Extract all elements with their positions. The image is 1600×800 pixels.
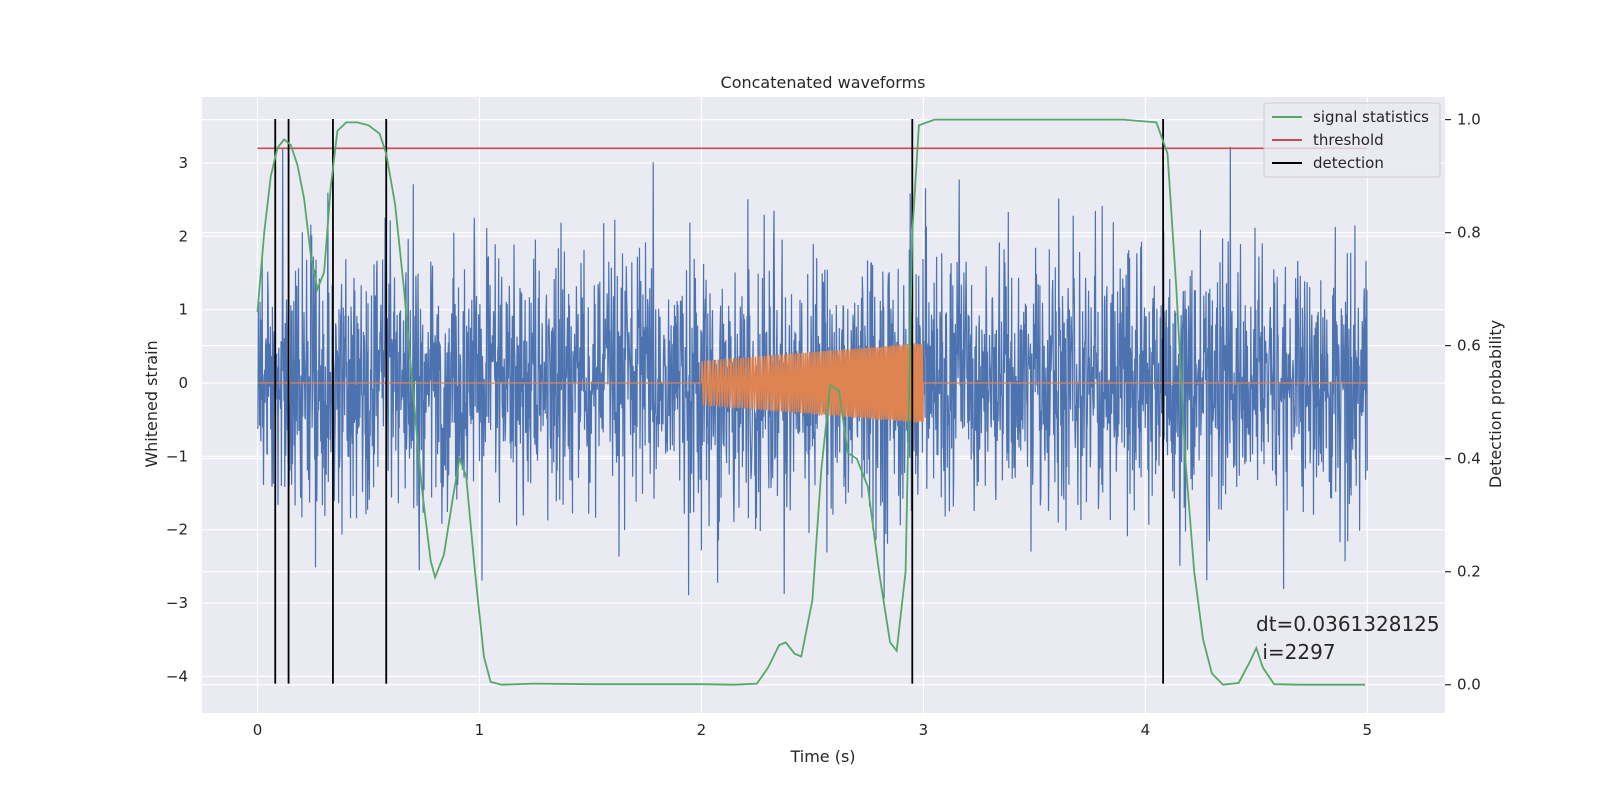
y-tick-label-2: 1 xyxy=(178,301,188,319)
legend: signal statistics threshold detection xyxy=(1263,102,1441,178)
y-axis-ticks: 3 2 1 0 −1 −2 −3 −4 xyxy=(166,154,188,685)
y2-tick-label-4: 0.2 xyxy=(1457,563,1481,581)
y-tick-label-0: 3 xyxy=(178,154,188,172)
y2-tick-label-1: 0.8 xyxy=(1457,224,1481,242)
strain-series xyxy=(256,146,1368,599)
x-axis-ticks: 0 1 2 3 4 5 xyxy=(253,721,1372,739)
y2-axis-label: Detection probability xyxy=(1486,320,1505,488)
y-tick-label-3: 0 xyxy=(178,374,188,392)
plot-area xyxy=(202,97,1445,713)
x-axis-label: Time (s) xyxy=(789,747,855,766)
legend-label-detection: detection xyxy=(1313,154,1384,172)
chart-title: Concatenated waveforms xyxy=(721,73,926,92)
y2-tick-label-5: 0.0 xyxy=(1457,676,1481,694)
y2-tick-label-3: 0.4 xyxy=(1457,450,1481,468)
y-tick-label-1: 2 xyxy=(178,227,188,245)
signal-statistics-series xyxy=(256,118,1366,686)
x-tick-label-1: 1 xyxy=(475,721,485,739)
y-tick-label-6: −3 xyxy=(166,594,188,612)
y2-tick-label-2: 0.6 xyxy=(1457,337,1481,355)
y2-tick-label-0: 1.0 xyxy=(1457,111,1481,129)
legend-label-signal-statistics: signal statistics xyxy=(1313,108,1429,126)
x-tick-label-5: 5 xyxy=(1363,721,1373,739)
legend-box xyxy=(1263,102,1441,178)
y-tick-label-7: −4 xyxy=(166,667,188,685)
x-tick-label-3: 3 xyxy=(919,721,929,739)
injected-signal-series xyxy=(257,343,1368,423)
y-tick-label-5: −2 xyxy=(166,521,188,539)
y-axis-label: Whitened strain xyxy=(142,340,161,467)
detection-lines xyxy=(274,119,1165,684)
y2-axis-ticks: 1.0 0.8 0.6 0.4 0.2 0.0 xyxy=(1445,111,1481,694)
x-tick-label-2: 2 xyxy=(697,721,707,739)
x-tick-label-4: 4 xyxy=(1141,721,1151,739)
x-tick-label-0: 0 xyxy=(253,721,263,739)
legend-label-threshold: threshold xyxy=(1313,131,1384,149)
y-tick-label-4: −1 xyxy=(166,447,188,465)
annotation-dt: dt=0.0361328125 xyxy=(1256,612,1440,636)
annotation-index: i=2297 xyxy=(1256,640,1336,664)
